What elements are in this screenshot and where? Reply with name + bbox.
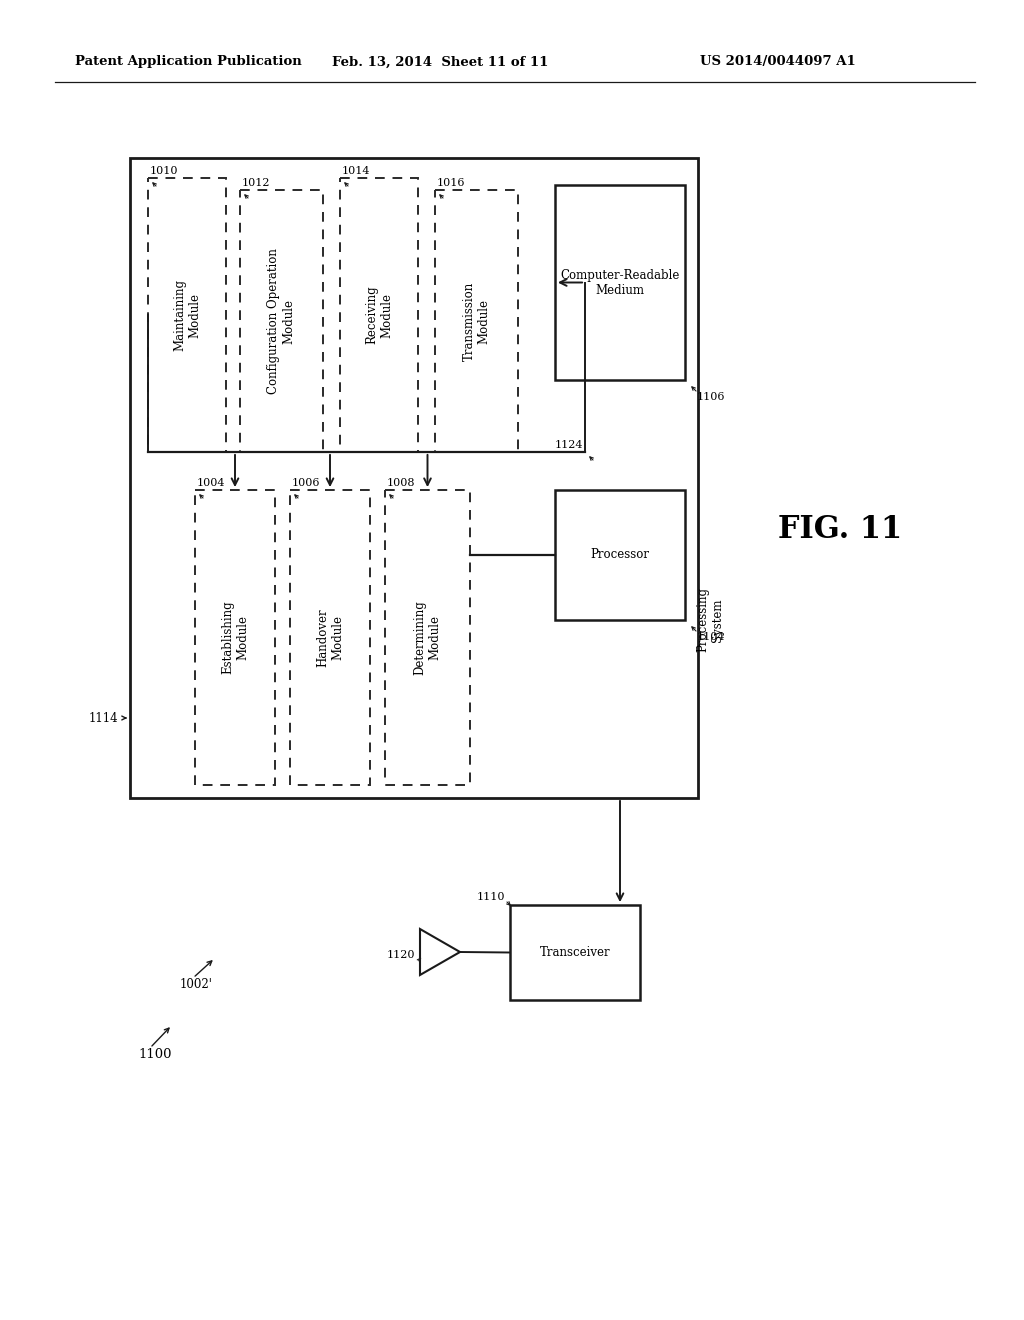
Bar — [555, 185, 685, 380]
Text: 1016: 1016 — [437, 178, 466, 187]
Text: Configuration Operation
Module: Configuration Operation Module — [267, 248, 296, 393]
Text: 1120: 1120 — [386, 950, 415, 960]
Text: Patent Application Publication: Patent Application Publication — [75, 55, 302, 69]
Bar — [555, 490, 685, 620]
Text: Establishing
Module: Establishing Module — [221, 601, 249, 675]
Text: 1006: 1006 — [292, 478, 321, 488]
Bar — [510, 906, 640, 1001]
Text: Receiving
Module: Receiving Module — [365, 285, 393, 345]
Text: Handover
Module: Handover Module — [316, 609, 344, 667]
Text: Computer-Readable
Medium: Computer-Readable Medium — [560, 268, 680, 297]
Text: 1106: 1106 — [697, 392, 725, 403]
Bar — [435, 190, 518, 451]
Text: 1002': 1002' — [180, 978, 213, 991]
Bar — [240, 190, 323, 451]
Text: Processor: Processor — [591, 549, 649, 561]
Text: Maintaining
Module: Maintaining Module — [173, 279, 201, 351]
Text: Determining
Module: Determining Module — [414, 601, 441, 675]
Bar — [290, 490, 370, 785]
Text: 1100: 1100 — [138, 1048, 171, 1061]
Bar — [340, 178, 418, 451]
Text: Feb. 13, 2014  Sheet 11 of 11: Feb. 13, 2014 Sheet 11 of 11 — [332, 55, 548, 69]
Bar — [385, 490, 470, 785]
Text: 1014: 1014 — [342, 166, 371, 176]
Text: Processing
System: Processing System — [696, 587, 724, 652]
Text: 1114: 1114 — [88, 711, 118, 725]
Text: 1010: 1010 — [150, 166, 178, 176]
Text: US 2014/0044097 A1: US 2014/0044097 A1 — [700, 55, 856, 69]
Text: FIG. 11: FIG. 11 — [778, 515, 902, 545]
Bar — [195, 490, 275, 785]
Text: 1110: 1110 — [476, 892, 505, 902]
Bar — [130, 158, 698, 799]
Text: 1012: 1012 — [242, 178, 270, 187]
Text: Transceiver: Transceiver — [540, 946, 610, 960]
Text: 1008: 1008 — [387, 478, 416, 488]
Bar — [148, 178, 226, 451]
Text: 1004: 1004 — [197, 478, 225, 488]
Text: 1104: 1104 — [697, 632, 725, 642]
Text: Transmission
Module: Transmission Module — [463, 281, 490, 360]
Text: 1124: 1124 — [555, 440, 583, 450]
